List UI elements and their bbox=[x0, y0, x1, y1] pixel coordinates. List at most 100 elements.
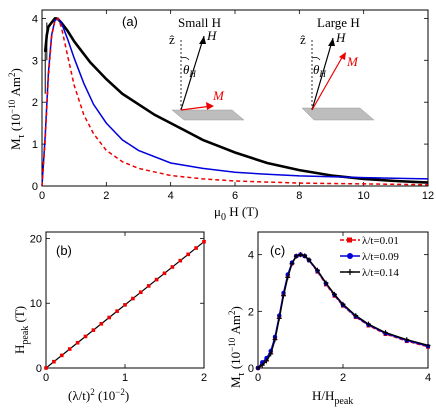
panel-c-series-2-point-7 bbox=[285, 274, 291, 280]
panel-c-xlabel: H/Hpeak bbox=[312, 388, 353, 407]
panel-b-series-1-point-14 bbox=[154, 277, 159, 282]
panel-b-series-1-point-4 bbox=[75, 340, 80, 345]
panel-a-label: (a) bbox=[122, 14, 138, 29]
panel-a-ylabel-main: M bbox=[8, 138, 23, 150]
panel-b-xlabel-close: ) bbox=[125, 388, 129, 403]
panel-c-series-2-point-2 bbox=[264, 358, 269, 364]
panel-a-ylabel-exp: −10 bbox=[7, 99, 17, 114]
panel-b-ylabel-main: H bbox=[12, 345, 27, 354]
legend-2-label: λ/t=0.14 bbox=[362, 267, 399, 279]
legend-item-1: λ/t=0.09 bbox=[340, 251, 399, 263]
panel-c-series-2-point-19 bbox=[383, 330, 388, 336]
panel-b-series-1-point-7 bbox=[99, 322, 104, 326]
panel-c-xlabel-main: H/H bbox=[312, 388, 334, 403]
inset-large-h-field-arrow bbox=[311, 37, 334, 111]
inset-large-h-title: Large H bbox=[317, 15, 360, 30]
legend-item-2: λ/t=0.14 bbox=[340, 267, 399, 279]
inset-small-h-field-label: H bbox=[206, 28, 217, 43]
inset-small-h-z-label: ẑ bbox=[169, 32, 175, 47]
panel-a-ytick-label-3: 3 bbox=[32, 55, 38, 67]
panel-c-series-2-point-18 bbox=[366, 321, 371, 327]
inset-small-h-moment-arrowhead bbox=[206, 102, 214, 110]
panel-c-ylabel-rest: (10 bbox=[228, 352, 243, 373]
inset-large-h-moment-label: M bbox=[346, 54, 359, 69]
panel-b-xlabel-main: (λ/t) bbox=[68, 388, 90, 403]
panel-c-ylabel-close: ) bbox=[228, 306, 243, 310]
panel-b-series-1-point-11 bbox=[131, 296, 135, 301]
panel-b-series-1-point-9 bbox=[115, 309, 119, 313]
panel-c-series-2-point-15 bbox=[332, 291, 337, 297]
legend-2-marker bbox=[347, 269, 353, 275]
panel-a-ytick-label-4: 4 bbox=[32, 13, 38, 25]
panel-c-series-2-point-0 bbox=[255, 365, 261, 371]
panel-a-ylabel-unit-exp: 2 bbox=[7, 72, 17, 77]
panel-c-series-2-point-1 bbox=[259, 362, 265, 368]
panel-c-series-2-point-14 bbox=[323, 280, 329, 286]
panel-c-series-2-point-11 bbox=[302, 253, 308, 259]
panel-c-series-2-point-9 bbox=[293, 253, 299, 259]
legend-1-label: λ/t=0.09 bbox=[362, 251, 399, 263]
panel-c-label: (c) bbox=[270, 243, 285, 258]
panel-b-xlabel-exp2: −2 bbox=[115, 387, 125, 397]
panel-c-ylabel-sub: τ bbox=[236, 372, 247, 376]
inset-large-h-z-label: ẑ bbox=[300, 32, 306, 47]
panel-c-ylabel-exp: −10 bbox=[227, 337, 237, 352]
panel-b-ytick-label-0: 0 bbox=[36, 363, 42, 375]
panel-b-series-1-point-18 bbox=[186, 252, 190, 257]
panel-b-xlabel-rest: (10 bbox=[95, 388, 116, 403]
panel-b-ytick-label-1: 10 bbox=[30, 298, 42, 310]
legend-item-0: λ/t=0.01 bbox=[340, 235, 399, 247]
panel-a-series-0-line bbox=[43, 17, 429, 184]
panel-b-series-1-point-16 bbox=[170, 265, 175, 269]
panel-a-xlabel-rest: H (T) bbox=[226, 204, 259, 219]
inset-small-h-title: Small H bbox=[178, 15, 221, 30]
panel-c-series-2-point-13 bbox=[315, 267, 320, 273]
panel-b-series-1-point-6 bbox=[91, 328, 96, 332]
legend-1-marker bbox=[347, 253, 353, 259]
panel-c-ytick-label-0: 0 bbox=[248, 363, 254, 375]
panel-c-series-2-point-21 bbox=[425, 342, 431, 348]
panel-a-xlabel-sub: 0 bbox=[221, 212, 226, 223]
panel-c-xtick-label-0: 0 bbox=[255, 372, 261, 384]
legend-0-label: λ/t=0.01 bbox=[362, 235, 399, 247]
panel-a-series-1-line bbox=[41, 17, 429, 187]
panel-c-series-2-line bbox=[257, 253, 429, 369]
panel-b-series-1-point-12 bbox=[139, 290, 143, 295]
panel-a-xtick-label-4: 8 bbox=[296, 190, 302, 202]
panel-c-ylabel: Mτ (10−10 Am2) bbox=[227, 306, 247, 388]
inset-small-h-angle-label: θH bbox=[183, 62, 196, 79]
panel-a-xtick-label-2: 4 bbox=[168, 190, 174, 202]
panel-b-ylabel: Hpeak (T) bbox=[12, 306, 31, 354]
inset-large-h: Large H ẑ H θH M bbox=[300, 15, 375, 121]
panel-a-xlabel-main: μ bbox=[214, 204, 221, 219]
panel-b-series bbox=[44, 239, 206, 370]
panel-b-xtick-label-1: 1 bbox=[122, 372, 128, 384]
inset-large-h-plate bbox=[301, 107, 375, 121]
panel-a-xtick-label-0: 0 bbox=[39, 190, 45, 202]
panel-a-ylabel: Mτ (10−10 Am2) bbox=[7, 68, 27, 150]
inset-small-h-field-arrow bbox=[180, 35, 205, 111]
panel-b-series-1-point-8 bbox=[107, 315, 111, 320]
panel-c-series-2-point-10 bbox=[298, 252, 303, 258]
inset-small-h-angle-sub: H bbox=[188, 69, 196, 79]
panel-a-ylabel-rest: (10 bbox=[8, 114, 23, 135]
panel-b-series-1-point-5 bbox=[83, 334, 88, 339]
panel-c-ylabel-main: M bbox=[228, 376, 243, 388]
panel-c-series-2-point-8 bbox=[289, 261, 295, 267]
inset-large-h-field-label: H bbox=[335, 30, 346, 45]
inset-small-h-moment-label: M bbox=[212, 88, 225, 103]
panel-c-series-2-point-16 bbox=[340, 301, 346, 307]
inset-small-h-angle-arc bbox=[180, 56, 190, 61]
panel-b-series-1-point-3 bbox=[67, 347, 72, 351]
panel-b-series-1-point-17 bbox=[178, 258, 183, 263]
panel-b-xtick-label-2: 2 bbox=[201, 372, 207, 384]
inset-large-h-field-arrowhead bbox=[328, 38, 335, 46]
panel-b-xtick-label-0: 0 bbox=[43, 372, 49, 384]
panel-b-series-1-point-0 bbox=[44, 366, 48, 370]
panel-c-xtick-label-1: 2 bbox=[340, 372, 346, 384]
inset-small-h-field-arrowhead bbox=[199, 36, 206, 44]
